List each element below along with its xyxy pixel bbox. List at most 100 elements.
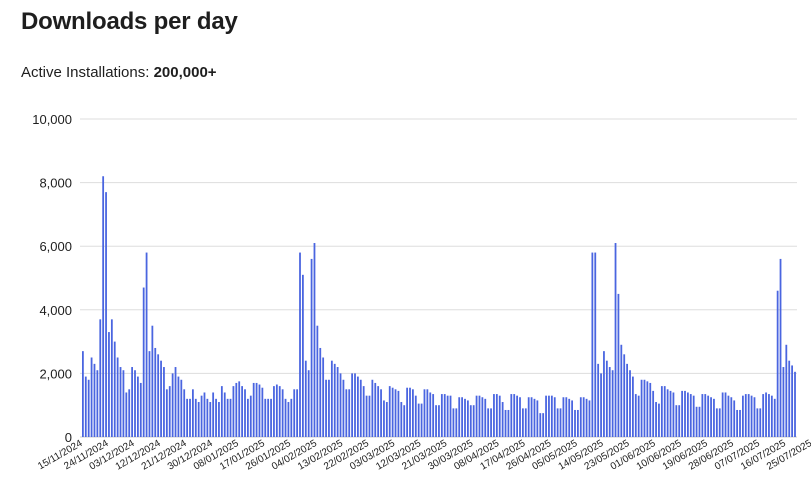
x-axis: 15/11/202424/11/202403/12/202412/12/2024… (36, 438, 811, 473)
bar (568, 398, 571, 437)
bar (203, 392, 206, 437)
bar (174, 367, 177, 437)
bar (478, 395, 481, 437)
bar (493, 394, 495, 437)
bar (449, 395, 452, 437)
bar (626, 363, 628, 437)
bar (669, 390, 672, 437)
bar (658, 403, 660, 437)
bar (209, 402, 212, 437)
bar (119, 367, 122, 437)
bar (782, 367, 785, 437)
bar (148, 351, 151, 437)
bar (391, 387, 394, 437)
bar (180, 379, 183, 437)
bar (591, 252, 594, 437)
bar (113, 341, 116, 437)
bar (701, 394, 704, 437)
bar (362, 386, 365, 437)
bar (313, 243, 316, 437)
bar (689, 394, 692, 437)
bar (545, 395, 547, 437)
bar (742, 395, 744, 437)
bar (197, 402, 200, 437)
bar (779, 258, 782, 437)
bar (145, 252, 148, 437)
bar (597, 363, 600, 437)
bar (128, 389, 131, 437)
bar (238, 381, 241, 437)
bar (307, 370, 310, 437)
bar (189, 398, 191, 437)
bar (458, 397, 461, 437)
bar (406, 387, 408, 437)
bar (160, 360, 162, 437)
bar (652, 390, 655, 437)
bar (660, 386, 663, 437)
bar (773, 398, 776, 437)
bar (423, 389, 426, 437)
bar (724, 392, 727, 437)
bar (342, 379, 345, 437)
bar (215, 398, 217, 437)
bar (374, 382, 377, 437)
bar (122, 370, 125, 437)
page-title: Downloads per day (21, 8, 238, 35)
bar (646, 381, 649, 437)
bar (785, 344, 788, 437)
bar (414, 395, 417, 437)
bar (212, 392, 215, 437)
bar (770, 395, 773, 437)
bar (142, 287, 145, 437)
bar (548, 395, 550, 437)
bar (432, 394, 435, 437)
bar (302, 274, 304, 437)
bar (629, 370, 631, 437)
bar (359, 379, 362, 437)
bar (105, 192, 107, 437)
bar (675, 405, 678, 437)
bar (715, 408, 718, 437)
bar (438, 405, 440, 437)
bar (600, 373, 602, 437)
bar (194, 398, 197, 437)
bar (365, 395, 368, 437)
bar (339, 373, 342, 437)
bar (753, 397, 756, 437)
y-tick-label: 6,000 (39, 239, 72, 254)
bar (258, 384, 261, 437)
bar (632, 376, 634, 437)
bar (605, 360, 608, 437)
bar (710, 397, 712, 437)
bar (287, 402, 290, 437)
bar (718, 408, 721, 437)
bar (165, 389, 168, 437)
bar (556, 408, 559, 437)
bar (108, 332, 110, 437)
bar (261, 387, 264, 437)
y-tick-label: 0 (65, 430, 72, 445)
bar (296, 389, 298, 437)
bar (461, 397, 463, 437)
bar (383, 400, 385, 437)
bar (157, 354, 160, 437)
bar (649, 382, 652, 437)
bar (692, 395, 695, 437)
bar (409, 387, 411, 437)
bar (539, 413, 542, 437)
bar (484, 398, 487, 437)
bar (614, 243, 617, 437)
bar (281, 389, 284, 437)
bar (93, 363, 96, 437)
bar (611, 370, 614, 437)
bar (354, 373, 356, 437)
bar (481, 397, 484, 437)
bar (524, 408, 527, 437)
bar (519, 397, 521, 437)
bar (704, 394, 707, 437)
bar (377, 386, 380, 437)
bar (183, 389, 186, 437)
bar (530, 397, 533, 437)
bar (475, 395, 478, 437)
